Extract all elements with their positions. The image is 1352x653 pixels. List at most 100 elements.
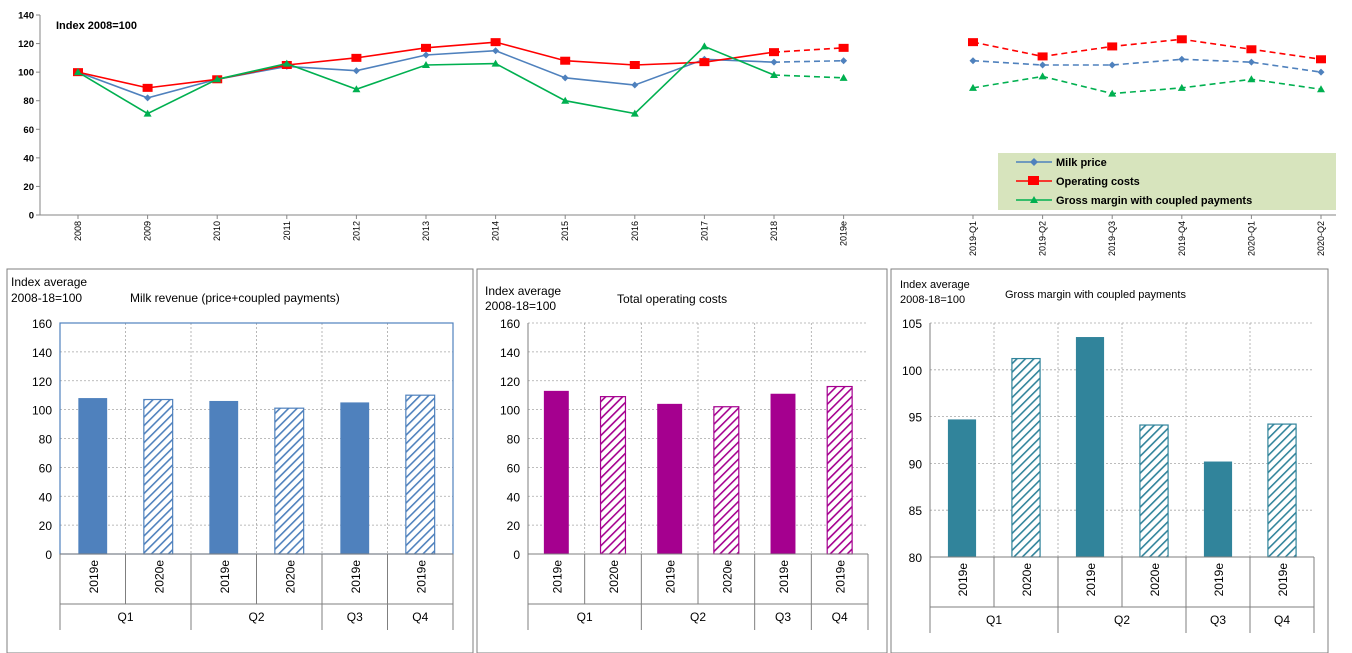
data-point-operating-costs [351,53,362,62]
bar [209,400,239,554]
panel-ylabel-line2: 2008-18=100 [485,299,556,313]
data-point-gross-margin [491,59,500,67]
data-point-milk-price [840,57,848,65]
top-x-axis: 2008 2009 2010 2011 2012 2013 2014 2015 2016 2017… [40,214,1336,256]
x-tick-label: 2020e [1020,563,1034,597]
x-tick-label: 2014 [491,221,501,241]
data-point-operating-costs [1107,42,1118,51]
legend-label-margin: Gross margin with coupled payments [1056,195,1252,207]
x-tick-label: 2010 [212,221,222,241]
x-group-label: Q3 [347,610,363,624]
y-tick-label: 40 [23,153,34,164]
x-group-label: Q3 [1210,613,1226,627]
data-point-gross-margin [352,85,361,93]
x-tick-label: 2019e [87,560,101,594]
x-tick-label: 2015 [560,221,570,241]
bar [543,390,569,554]
y-tick-label: 40 [507,490,521,504]
x-tick-label: 2008 [73,221,83,241]
y-tick-label: 20 [507,519,521,533]
data-point-operating-costs [421,43,431,52]
data-point-gross-margin [282,59,291,67]
bar [405,394,436,555]
x-group-label: Q4 [1274,613,1290,627]
y-tick-label: 120 [500,375,520,389]
y-tick-label: 100 [902,364,922,378]
x-tick-label: 2019e [956,563,970,597]
panel-plot: 80 85 90 95 100 105 2019e 2020e 2019e 2020e 2019e 2… [902,317,1315,633]
y-tick-label: 0 [29,211,34,222]
data-point-milk-price [969,57,977,65]
data-point-gross-margin [1177,83,1186,91]
x-tick-label: 2019e [1276,563,1290,597]
data-point-gross-margin [143,109,152,117]
x-tick-label: 2020-Q2 [1316,221,1326,256]
y-tick-label: 120 [18,39,34,50]
data-point-operating-costs [142,83,153,92]
data-point-operating-costs [629,61,640,69]
y-tick-label: 140 [18,11,34,22]
data-point-operating-costs [560,56,571,65]
x-tick-label: 2019e [1212,563,1226,597]
panel-title: Gross margin with coupled payments [1005,289,1186,301]
data-point-gross-margin [74,68,82,76]
data-point-gross-margin [1038,72,1047,80]
data-point-gross-margin [700,42,709,50]
x-tick-label: 2020e [283,560,297,594]
x-tick-label: 2017 [699,221,709,241]
y-tick-label: 160 [500,317,520,331]
data-point-milk-price [422,51,430,59]
y-tick-label: 160 [32,317,52,331]
data-point-operating-costs [1176,35,1187,44]
data-point-milk-price [1178,55,1186,63]
y-tick-label: 105 [902,317,922,331]
data-point-operating-costs [1037,52,1048,61]
legend-label-milk: Milk price [1056,157,1107,169]
x-group-label: Q2 [690,610,706,624]
panel-border [6,268,474,653]
data-point-milk-price [352,67,360,75]
x-tick-label: 2019e [1084,563,1098,597]
top-series-lines [73,35,1326,117]
x-group-label: Q4 [412,610,428,624]
data-point-gross-margin [213,75,222,83]
panel-operating-costs: Index average 2008-18=100 Total operatin… [476,268,888,653]
legend-box [998,153,1336,210]
bar [340,402,370,554]
data-point-milk-price [144,94,152,102]
bar [274,407,305,555]
data-point-gross-margin [1317,85,1325,93]
legend-label-costs: Operating costs [1056,176,1140,188]
series-quarterly-gross-margin [972,75,1322,95]
data-point-milk-price [1247,58,1255,66]
data-point-gross-margin [422,61,430,68]
data-point-gross-margin [561,96,570,104]
data-point-milk-price [770,58,778,66]
data-point-operating-costs [838,43,849,52]
bar [599,396,627,555]
series-quarterly-milk-price [972,58,1322,73]
top-chart-title: Index 2008=100 [56,20,137,32]
x-group-label: Q3 [775,610,791,624]
x-tick-label: 2019e [834,560,848,594]
y-tick-label: 80 [507,433,521,447]
legend-marker-milk [1030,158,1038,166]
y-tick-label: 100 [32,404,52,418]
data-point-milk-price [1317,68,1325,76]
data-point-gross-margin [770,71,778,78]
bar [1267,423,1297,558]
data-point-operating-costs [490,38,501,47]
data-point-milk-price [1108,61,1116,69]
x-tick-label: 2012 [351,221,361,241]
panel-title: Total operating costs [617,292,727,306]
data-point-milk-price [492,47,500,55]
y-tick-label: 60 [39,461,53,475]
data-point-gross-margin [969,83,977,91]
y-tick-label: 100 [500,404,520,418]
x-tick-label: 2019e [664,560,678,594]
y-tick-label: 20 [39,519,53,533]
x-group-label: Q2 [1114,613,1130,627]
bar [657,403,683,554]
